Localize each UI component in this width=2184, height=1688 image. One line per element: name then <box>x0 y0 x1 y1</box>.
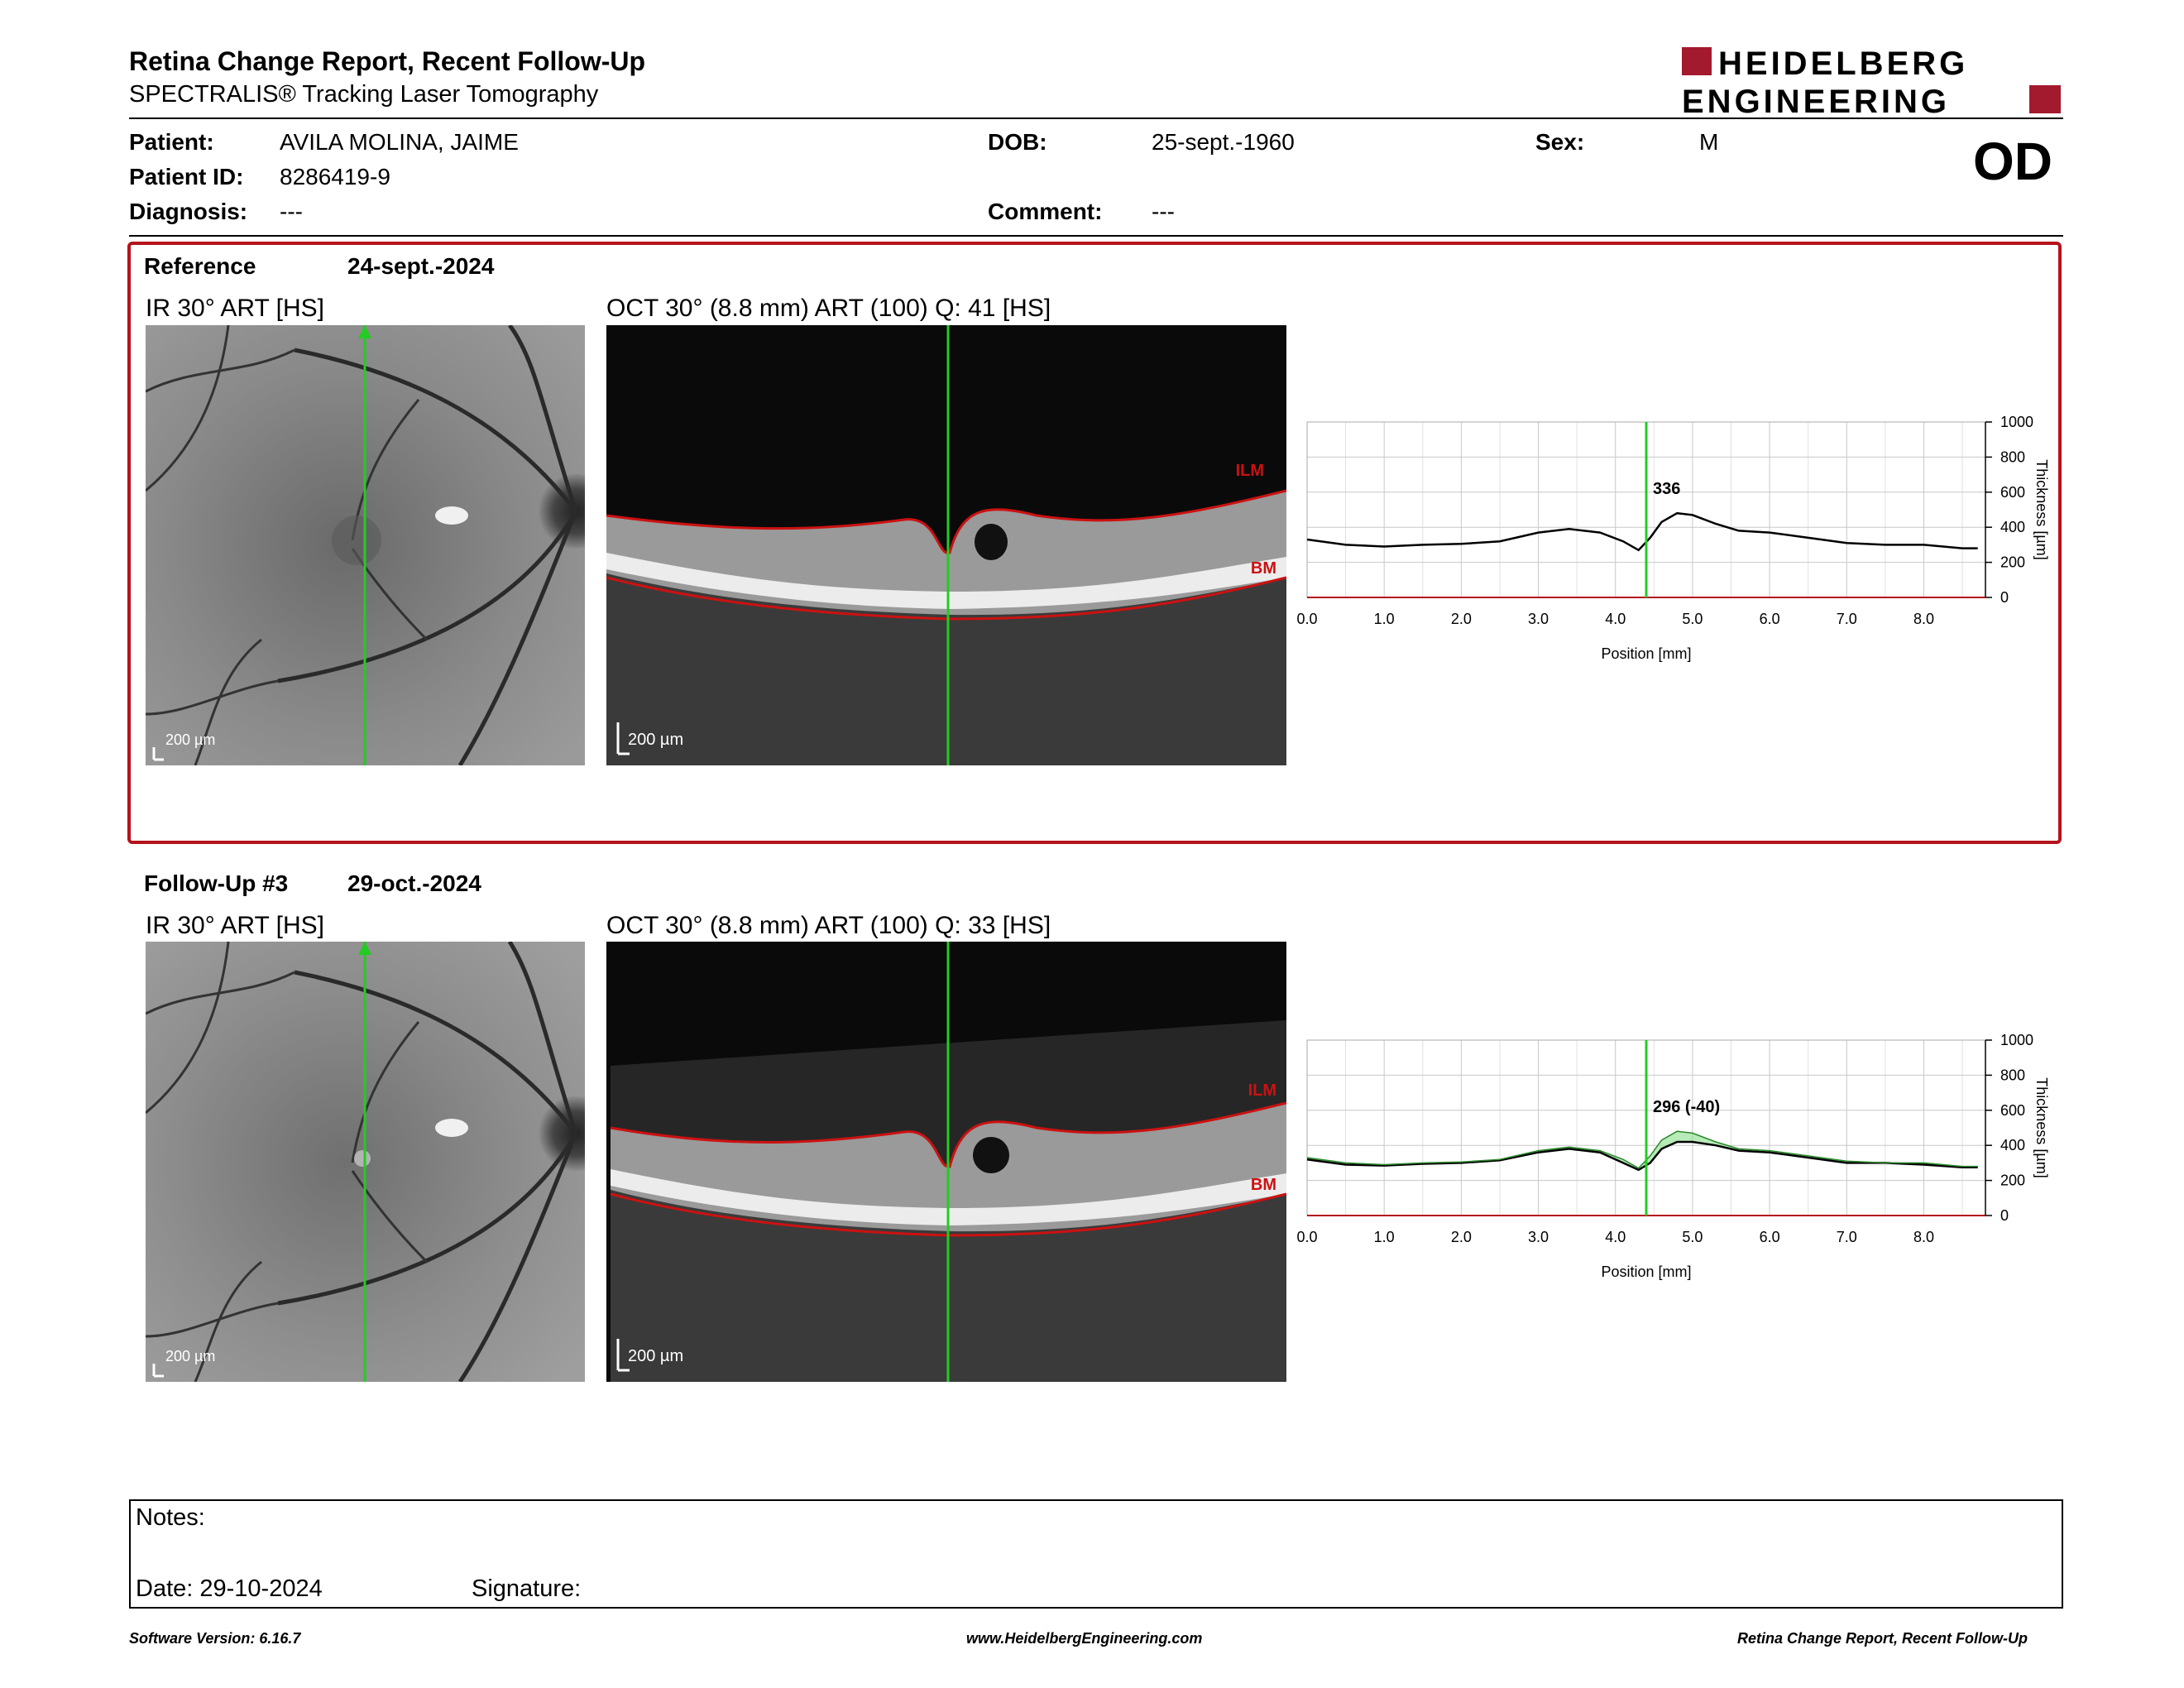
diagnosis-label: Diagnosis: <box>129 199 248 224</box>
sex-value: M <box>1699 129 1719 155</box>
signature-label: Signature: <box>472 1575 582 1602</box>
x-tick-label: 3.0 <box>1528 611 1549 627</box>
notes-label: Notes: <box>136 1504 205 1531</box>
report-title: Retina Change Report, Recent Follow-Up <box>129 46 646 76</box>
marker-value-label: 296 (-40) <box>1653 1098 1720 1116</box>
y-tick-label: 600 <box>2000 484 2025 501</box>
dob-value: 25-sept.-1960 <box>1152 129 1295 155</box>
thickness-series-line <box>1306 1140 1978 1172</box>
reference-date: 24-sept.-2024 <box>347 253 495 279</box>
x-tick-label: 7.0 <box>1837 611 1857 627</box>
footer-software-version: Software Version: 6.16.7 <box>129 1630 301 1647</box>
y-tick-label: 600 <box>2000 1102 2025 1119</box>
dob-label: DOB: <box>988 129 1047 155</box>
svg-text:ILM: ILM <box>1236 462 1264 480</box>
x-tick-label: 4.0 <box>1605 1229 1626 1245</box>
reference-thickness-chart: 0 200 400 600 800 1000 0.0 1.0 2.0 3.0 4.0 5.0 6.0 7.… <box>1296 414 2050 662</box>
patient-id-label: Patient ID: <box>129 164 244 189</box>
svg-text:ENGINEERING: ENGINEERING <box>1682 84 1950 117</box>
svg-text:200 µm: 200 µm <box>165 731 215 748</box>
reference-label: Reference <box>144 253 256 279</box>
x-tick-label: 8.0 <box>1913 611 1934 627</box>
x-tick-label: 8.0 <box>1913 1229 1934 1245</box>
followup-thickness-chart: 0 200 400 600 800 1000 0.0 1.0 2.0 3.0 4.0 5.0 6.0 7.… <box>1296 1032 2050 1280</box>
followup-oct-bscan: ILM BM 200 µm <box>606 942 1286 1382</box>
footer-report-title: Retina Change Report, Recent Follow-Up <box>1737 1630 2028 1647</box>
x-axis-label: Position [mm] <box>1601 645 1691 662</box>
reference-ir-caption: IR 30° ART [HS] <box>146 295 324 322</box>
x-tick-label: 0.0 <box>1296 611 1317 627</box>
heidelberg-logo: HEIDELBERG ENGINEERING <box>1682 46 2061 117</box>
svg-text:200 µm: 200 µm <box>628 1347 683 1365</box>
notes-box <box>129 1499 2063 1609</box>
svg-text:200 µm: 200 µm <box>628 731 683 749</box>
patient-name: AVILA MOLINA, JAIME <box>280 129 519 155</box>
sex-label: Sex: <box>1535 129 1585 155</box>
followup-ir-fundus-image: 200 µm <box>146 942 585 1382</box>
reference-oct-bscan: ILM BM 200 µm <box>606 325 1286 765</box>
y-tick-label: 0 <box>2000 589 2009 606</box>
x-tick-label: 0.0 <box>1296 1229 1317 1245</box>
reference-frame <box>127 242 2062 844</box>
reference-ir-fundus-image: 200 µm <box>146 325 585 765</box>
followup-date: 29-oct.-2024 <box>347 870 481 896</box>
x-tick-label: 5.0 <box>1682 1229 1703 1245</box>
x-tick-label: 5.0 <box>1682 611 1703 627</box>
y-tick-label: 400 <box>2000 1137 2025 1153</box>
x-tick-label: 2.0 <box>1451 611 1472 627</box>
x-tick-label: 7.0 <box>1837 1229 1857 1245</box>
x-tick-label: 1.0 <box>1374 1229 1395 1245</box>
eye-laterality: OD <box>1973 132 2052 191</box>
footer-website: www.HeidelbergEngineering.com <box>966 1630 1203 1647</box>
y-tick-label: 800 <box>2000 1067 2025 1083</box>
x-tick-label: 2.0 <box>1451 1229 1472 1245</box>
x-tick-label: 3.0 <box>1528 1229 1549 1245</box>
date-label: Date: 29-10-2024 <box>136 1575 323 1602</box>
comment-value: --- <box>1152 199 1175 224</box>
followup-oct-caption: OCT 30° (8.8 mm) ART (100) Q: 33 [HS] <box>606 912 1051 939</box>
y-tick-label: 800 <box>2000 448 2025 465</box>
svg-text:200 µm: 200 µm <box>165 1348 215 1364</box>
diagnosis-value: --- <box>280 199 303 224</box>
x-tick-label: 6.0 <box>1760 611 1780 627</box>
marker-value-label: 336 <box>1653 480 1680 498</box>
reference-oct-caption: OCT 30° (8.8 mm) ART (100) Q: 41 [HS] <box>606 295 1051 322</box>
patient-id: 8286419-9 <box>280 164 390 189</box>
x-tick-label: 6.0 <box>1760 1229 1780 1245</box>
svg-text:HEIDELBERG: HEIDELBERG <box>1718 46 1968 82</box>
svg-text:BM: BM <box>1251 559 1276 578</box>
svg-text:ILM: ILM <box>1248 1081 1276 1100</box>
svg-text:BM: BM <box>1251 1176 1276 1194</box>
y-tick-label: 200 <box>2000 554 2025 571</box>
followup-ir-caption: IR 30° ART [HS] <box>146 912 324 939</box>
comment-label: Comment: <box>988 199 1103 224</box>
y-tick-label: 1000 <box>2000 414 2033 430</box>
x-tick-label: 4.0 <box>1605 611 1626 627</box>
x-tick-label: 1.0 <box>1374 611 1395 627</box>
y-tick-label: 0 <box>2000 1207 2009 1224</box>
thickness-series-line <box>1306 1130 1978 1169</box>
y-tick-label: 200 <box>2000 1172 2025 1189</box>
patient-label: Patient: <box>129 129 214 155</box>
followup-label: Follow-Up #3 <box>144 870 289 896</box>
y-tick-label: 400 <box>2000 519 2025 535</box>
y-axis-label: Thickness [µm] <box>2033 459 2050 559</box>
y-axis-label: Thickness [µm] <box>2033 1077 2050 1177</box>
report-subtitle: SPECTRALIS® Tracking Laser Tomography <box>129 81 599 108</box>
thickness-series-line <box>1306 511 1978 552</box>
y-tick-label: 1000 <box>2000 1032 2033 1048</box>
x-axis-label: Position [mm] <box>1601 1264 1691 1280</box>
